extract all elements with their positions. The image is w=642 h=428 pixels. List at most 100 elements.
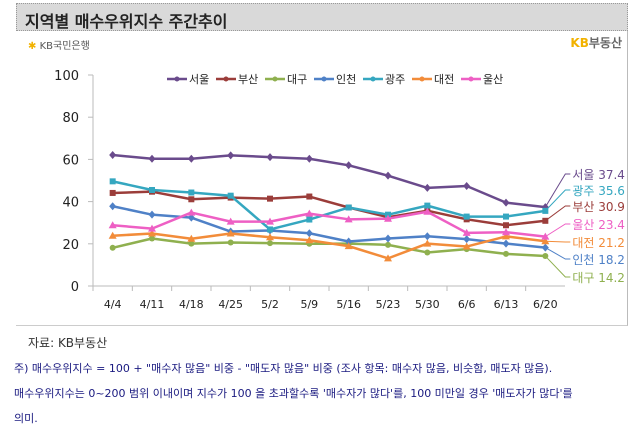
data-point bbox=[267, 195, 273, 202]
data-point bbox=[344, 242, 353, 250]
label-leader bbox=[545, 205, 571, 222]
label-leader bbox=[544, 173, 571, 208]
data-point bbox=[423, 239, 432, 247]
data-point bbox=[385, 211, 391, 218]
data-point bbox=[226, 217, 235, 225]
data-point bbox=[266, 153, 274, 162]
data-point bbox=[109, 244, 116, 251]
data-point bbox=[462, 242, 471, 250]
kb-bank-logo: ✱ KB국민은행 bbox=[28, 41, 90, 52]
data-point bbox=[424, 249, 431, 256]
data-point bbox=[462, 228, 471, 236]
end-value-label: 울산 23.4 bbox=[572, 218, 625, 232]
data-point bbox=[305, 209, 314, 217]
label-leader bbox=[544, 189, 571, 212]
label-leader bbox=[545, 247, 571, 260]
legend-label: 울산 bbox=[483, 73, 503, 86]
y-tick-label: 20 bbox=[62, 238, 79, 253]
end-value-label: 부산 30.9 bbox=[572, 200, 625, 214]
title-bar: 지역별 매수우위지수 주간추이 bbox=[16, 3, 628, 31]
x-tick-label: 4/4 bbox=[104, 298, 122, 311]
series-line bbox=[112, 190, 546, 227]
data-point bbox=[148, 224, 156, 232]
end-value-label: 대전 21.2 bbox=[572, 236, 625, 250]
data-point bbox=[502, 228, 510, 236]
series-line bbox=[112, 232, 546, 260]
data-point bbox=[267, 240, 273, 247]
legend-marker bbox=[468, 76, 474, 82]
data-point bbox=[345, 237, 353, 246]
data-point bbox=[502, 232, 510, 240]
legend-marker bbox=[370, 76, 376, 82]
series-line bbox=[112, 210, 546, 238]
data-point bbox=[384, 214, 392, 222]
note-line-1: 주) 매수우위지수 = 100 + "매수자 많음" 비중 - "매도자 많음"… bbox=[14, 362, 553, 375]
data-point bbox=[267, 226, 273, 233]
data-point bbox=[503, 250, 509, 257]
label-leader bbox=[545, 223, 571, 238]
legend-label: 서울 bbox=[189, 73, 209, 86]
data-point bbox=[306, 193, 313, 200]
x-tick-label: 6/6 bbox=[458, 298, 476, 311]
data-point bbox=[148, 210, 156, 219]
y-tick-label: 60 bbox=[62, 153, 79, 168]
series-line bbox=[112, 180, 546, 231]
data-point bbox=[108, 221, 117, 229]
data-point bbox=[149, 186, 155, 193]
x-tick-label: 5/2 bbox=[261, 298, 279, 311]
legend-label: 대구 bbox=[287, 73, 307, 86]
data-point bbox=[463, 181, 471, 190]
data-point bbox=[384, 171, 392, 180]
x-tick-label: 4/25 bbox=[218, 298, 243, 311]
end-value-label: 인천 18.2 bbox=[572, 252, 625, 267]
data-point bbox=[266, 217, 274, 225]
data-point bbox=[344, 215, 353, 223]
data-point bbox=[148, 229, 156, 237]
data-point bbox=[345, 161, 353, 170]
note-line-3: 의미. bbox=[14, 412, 38, 425]
data-point bbox=[148, 154, 156, 163]
data-point bbox=[227, 151, 235, 160]
data-point bbox=[188, 196, 195, 203]
data-point bbox=[384, 254, 392, 262]
data-point bbox=[305, 154, 313, 163]
x-tick-label: 6/20 bbox=[533, 298, 558, 311]
data-point bbox=[109, 150, 117, 159]
data-point bbox=[502, 239, 510, 248]
data-point bbox=[384, 234, 392, 243]
y-tick-label: 40 bbox=[62, 196, 79, 211]
y-tick-label: 0 bbox=[71, 280, 79, 295]
label-leader bbox=[545, 240, 571, 243]
x-tick-label: 6/13 bbox=[494, 298, 519, 311]
legend-label: 인천 bbox=[336, 72, 356, 86]
legend-marker bbox=[321, 76, 327, 82]
data-point bbox=[187, 154, 195, 163]
chart-title: 지역별 매수우위지수 주간추이 bbox=[25, 12, 228, 31]
data-point bbox=[149, 235, 155, 242]
data-point bbox=[424, 202, 431, 209]
legend-marker bbox=[272, 76, 278, 82]
data-point bbox=[266, 233, 274, 241]
data-point bbox=[226, 229, 235, 237]
data-point bbox=[109, 202, 117, 211]
data-point bbox=[227, 192, 234, 199]
data-point bbox=[187, 208, 196, 216]
legend-label: 광주 bbox=[385, 73, 405, 86]
legend-marker bbox=[223, 76, 229, 82]
data-point bbox=[503, 213, 509, 220]
data-point bbox=[541, 237, 550, 245]
data-point bbox=[188, 240, 195, 247]
y-tick-label: 100 bbox=[54, 69, 79, 84]
data-point bbox=[305, 229, 313, 238]
legend-label: 대전 bbox=[434, 73, 454, 86]
data-point bbox=[423, 183, 431, 192]
legend-label: 부산 bbox=[238, 73, 258, 86]
x-tick-label: 5/23 bbox=[376, 298, 401, 311]
x-tick-label: 5/30 bbox=[415, 298, 440, 311]
legend-marker bbox=[174, 76, 180, 82]
end-value-label: 서울 37.4 bbox=[572, 168, 625, 182]
data-point bbox=[109, 189, 116, 196]
chart-frame bbox=[16, 31, 628, 326]
legend-marker bbox=[419, 76, 425, 82]
series-line bbox=[112, 153, 546, 209]
